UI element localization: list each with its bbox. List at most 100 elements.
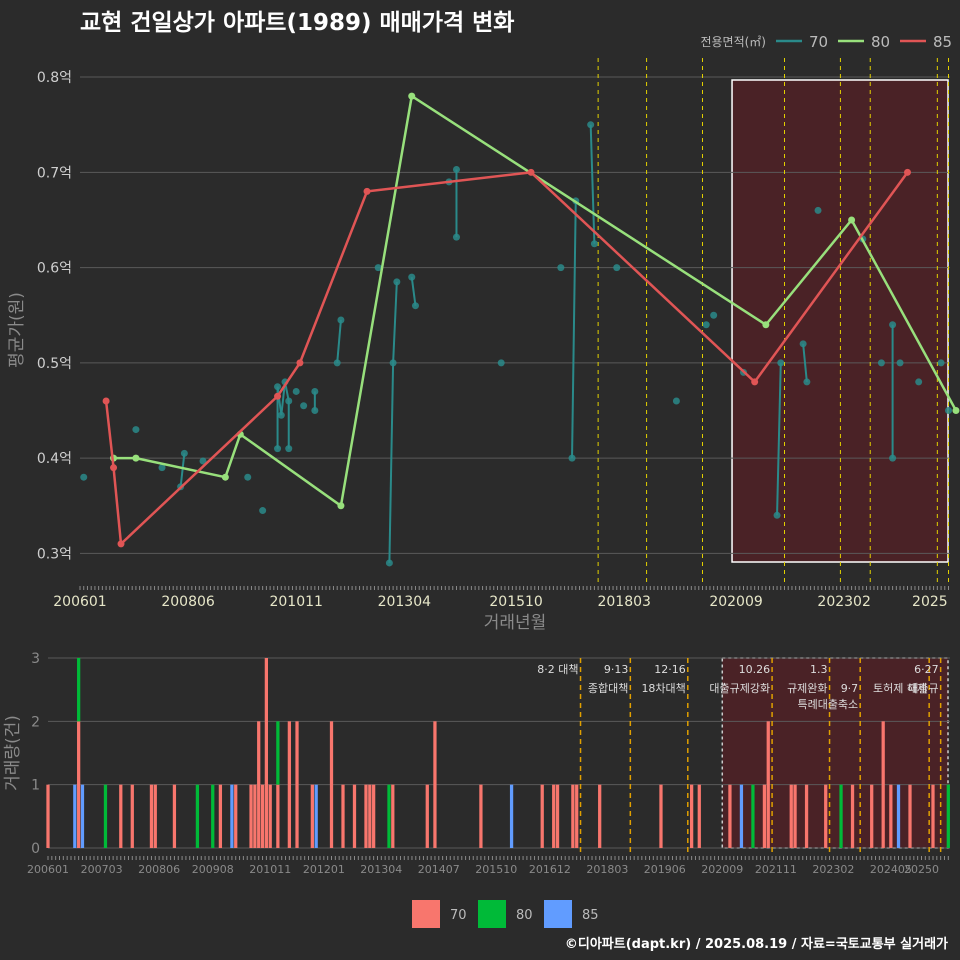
volume-bar-80 [103,784,108,848]
series-70-point [80,473,88,481]
series-70-point [311,387,319,395]
volume-x-tick-label: 201201 [303,863,345,876]
legend-swatch-85 [544,900,572,928]
series-70-point [803,378,811,386]
volume-bar-70 [172,784,177,848]
volume-bar-70 [881,721,885,848]
series-70-point [244,473,252,481]
legend-swatch-70 [412,900,440,928]
volume-bar-70 [341,784,345,848]
volume-bar-70 [268,784,272,848]
volume-x-tick-label: 201510 [475,863,517,876]
volume-bar-70 [329,721,334,848]
series-70-segment [410,276,417,306]
volume-x-tick-label: 200908 [192,863,234,876]
series-70-point [333,359,341,367]
x-tick-label: 201803 [597,594,650,610]
series-70-segment [276,386,283,416]
volume-bar-80 [946,784,950,848]
legend-label-85: 85 [933,33,952,51]
legend-label-70: 70 [809,33,828,51]
series-85-point [274,392,282,400]
volume-bar-70 [552,784,556,848]
volume-bar-85 [509,784,514,848]
series-70-segment [589,124,596,244]
series-80-point [408,92,416,100]
credit-text: ©디아파트(dapt.kr) / 2025.08.19 / 자료=국토교통부 실… [565,936,948,952]
volume-bar-70 [119,784,123,848]
legend-label-80: 80 [871,33,890,51]
volume-bar-85 [73,784,77,848]
volume-bar-70 [368,784,372,848]
volume-y-tick-label: 1 [31,778,40,794]
volume-bar-85 [896,784,901,848]
volume-x-tick-label: 200806 [138,863,180,876]
series-70-point [777,359,785,367]
volume-bar-70 [249,784,253,848]
series-70-segment [392,281,398,363]
volume-bar-70 [690,784,694,848]
series-70-point [389,359,397,367]
volume-bar-70 [391,784,395,848]
volume-bar-70 [575,784,579,848]
volume-bar-70 [789,784,793,848]
x-tick-label: 202009 [709,594,762,610]
volume-bar-70 [931,784,935,848]
y-tick-label: 0.3억 [37,546,72,562]
volume-x-tick-label: 202302 [812,863,854,876]
series-80-point [337,502,345,510]
volume-x-tick-label: 201407 [418,863,460,876]
policy-annotation-bottom: 18차대책 [641,682,685,695]
volume-bar-70 [850,784,855,848]
series-70-segment [776,362,782,516]
volume-bar-85 [739,784,744,848]
volume-bar-70 [697,784,701,848]
volume-bar-85 [314,784,318,848]
series-70-point [411,302,419,310]
y-tick-label: 0.7억 [37,165,72,181]
y-tick-label: 0.5억 [37,356,72,372]
series-70-point [292,387,300,395]
series-70-point [710,311,718,319]
series-70-point [277,411,285,419]
volume-bar-80 [211,784,215,848]
volume-bar-70 [364,784,368,848]
series-80-point [952,407,960,415]
series-70-point [393,278,401,286]
legend-top: 전용면적(㎡) 70 80 85 [700,33,952,51]
series-70-point [132,426,140,434]
series-70-point [311,407,319,415]
volume-x-tick-label: 202009 [701,863,743,876]
volume-bar-70 [824,784,828,848]
series-70-point [889,454,897,462]
volume-bar-70 [479,784,483,848]
volume-bar-85 [230,784,234,848]
volume-bar-80 [387,784,391,848]
policy-annotation-bottom: 특례대출축소 [797,698,858,711]
series-70-point [374,264,382,272]
policy-annotation-top: 1.3 [810,663,828,676]
volume-bar-70 [571,784,575,848]
x-tick-label: 2025 [912,594,948,610]
volume-bar-70 [425,784,429,848]
legend-bottom-label-85: 85 [582,908,599,923]
series-70-point [285,397,293,405]
series-70-point [285,445,293,453]
volume-bar-80 [195,784,200,848]
policy-annotation-bottom: 종합대책 [588,682,628,695]
volume-bar-70 [234,784,238,848]
volume-bar-70 [260,784,265,848]
policy-annotation-bottom: 대출규제강화 [709,682,770,695]
series-80-point [762,321,770,329]
volume-x-tick-label: 201011 [249,863,291,876]
series-70-point [937,359,945,367]
volume-bar-70 [130,784,134,848]
series-70-segment [802,343,808,383]
policy-annotation-bottom: 규제완화 [787,682,827,695]
volume-bar-70 [804,784,809,848]
volume-y-tick-label: 2 [31,714,40,730]
series-70-segment [571,200,577,459]
volume-bar-70 [555,784,560,848]
volume-bar-80 [751,784,755,848]
volume-bar-70 [77,721,81,848]
